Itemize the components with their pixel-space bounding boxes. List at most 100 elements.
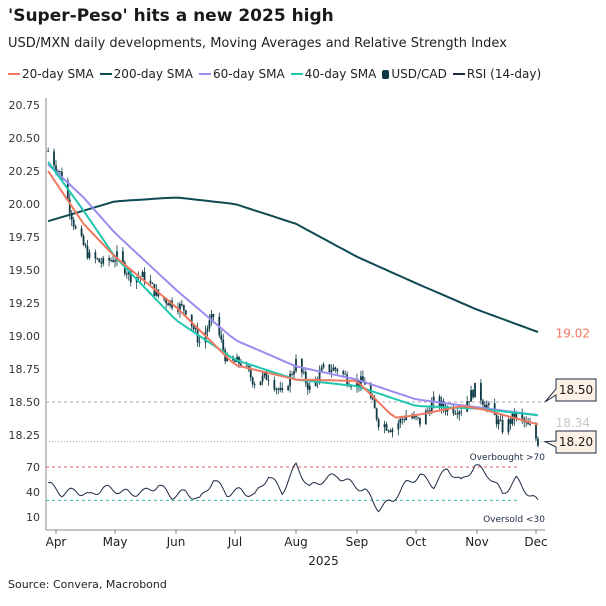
candle-body (377, 419, 380, 428)
candle (263, 372, 266, 379)
candle (129, 268, 132, 287)
y-tick-label: 18.75 (9, 363, 41, 376)
candle-body (212, 314, 215, 317)
candle-body (499, 419, 502, 421)
candle-body (389, 430, 392, 433)
candle-body (397, 423, 400, 430)
rsi-tick-label: 40 (26, 486, 40, 499)
candle (397, 419, 400, 436)
y-tick-label: 18.50 (9, 396, 41, 409)
candle-body (84, 244, 87, 247)
candle-body (68, 199, 71, 214)
candle (401, 417, 404, 425)
y-tick-label: 19.25 (9, 297, 41, 310)
candle-body (53, 151, 55, 166)
candle-body (497, 419, 500, 425)
candle-body (137, 277, 140, 278)
candle (102, 255, 105, 267)
candle-body (403, 419, 406, 421)
x-tick-label: Dec (524, 535, 547, 549)
x-tick-label: May (103, 535, 128, 549)
legend-item: 40-day SMA (290, 67, 377, 81)
sma20-line (47, 170, 539, 426)
candle (417, 416, 419, 421)
candle (141, 270, 144, 278)
candle-body (385, 424, 388, 431)
legend-item: 200-day SMA (99, 67, 193, 81)
legend-swatch (198, 73, 211, 75)
y-tick-label: 19.75 (9, 231, 41, 244)
candle-body (535, 424, 537, 439)
candle-body (501, 420, 504, 433)
candle (287, 384, 290, 391)
legend-label: RSI (14-day) (466, 67, 542, 81)
candle-body (487, 403, 490, 406)
candle-body (127, 270, 130, 275)
candle (112, 255, 114, 263)
candle (306, 380, 309, 395)
candle-body (277, 388, 280, 390)
candle-body (141, 271, 144, 277)
legend-item: 60-day SMA (198, 67, 285, 81)
candle (210, 309, 213, 326)
candle-body (387, 430, 390, 432)
candle (308, 382, 311, 393)
candle (295, 354, 297, 373)
candle-body (55, 165, 57, 172)
callout-box (544, 378, 597, 403)
candle-body (301, 358, 303, 373)
candle-body (454, 413, 457, 415)
candle (289, 369, 291, 393)
candle-body (281, 387, 284, 391)
candle-body (399, 418, 402, 424)
candle-body (234, 360, 236, 363)
candle-body (82, 235, 85, 245)
candle-body (529, 424, 531, 426)
y-tick-label: 18.25 (9, 429, 41, 442)
candle-body (432, 396, 435, 403)
candle (383, 420, 386, 434)
candle-body (336, 369, 339, 372)
candle (361, 370, 364, 382)
candle-body (289, 373, 291, 387)
candle-body (59, 171, 61, 172)
candle-body (513, 413, 516, 420)
candle (322, 362, 325, 370)
candle-body (318, 371, 321, 382)
candle-body (328, 364, 331, 373)
candle (72, 217, 75, 231)
candle (336, 367, 339, 375)
candle-body (98, 258, 101, 263)
candle (452, 404, 455, 416)
candle-body (259, 381, 262, 386)
candle-body (198, 342, 201, 344)
candle (456, 407, 459, 419)
candle (279, 381, 282, 393)
candle-body (263, 372, 266, 376)
candle-body (275, 388, 278, 390)
candle-body (306, 383, 309, 390)
x-tick-label: Nov (465, 535, 488, 549)
candle (100, 257, 103, 268)
candle (521, 408, 524, 424)
candle-body (194, 328, 197, 330)
x-tick-label: Oct (406, 535, 427, 549)
candle (304, 368, 307, 387)
candle-body (149, 280, 152, 284)
candle-body (480, 382, 482, 401)
candle (96, 257, 99, 261)
y-tick-label: 19.50 (9, 264, 41, 277)
candle-body (220, 335, 223, 340)
callout-18.50: 18.50 (544, 378, 597, 403)
candle (291, 371, 293, 377)
candle-body (100, 262, 103, 264)
legend-label: 40-day SMA (304, 67, 377, 81)
candle-body (460, 411, 463, 413)
legend-item: USD/CAD (382, 67, 447, 81)
candle (419, 417, 421, 428)
candle (454, 410, 457, 416)
candle-body (179, 303, 181, 312)
candle-body (167, 303, 170, 306)
candle-body (424, 410, 427, 425)
candle-body (442, 400, 445, 408)
